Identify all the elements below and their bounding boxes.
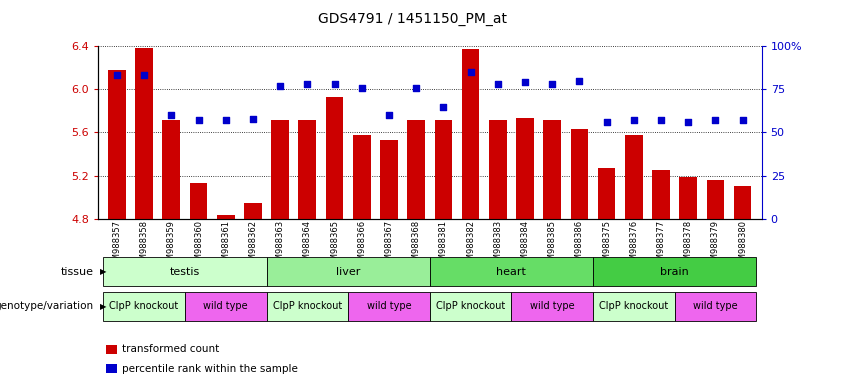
Point [437,104,450,110]
Text: wild type: wild type [530,301,574,311]
Bar [353,135,370,219]
Bar [652,170,670,219]
Point [110,73,123,79]
Bar [244,203,262,219]
Bar [516,118,534,219]
Text: percentile rank within the sample: percentile rank within the sample [122,364,298,374]
Point [273,83,287,89]
Bar [435,119,452,219]
Bar [543,119,561,219]
Point [137,73,151,79]
Point [600,119,614,125]
Text: wild type: wild type [367,301,411,311]
Point [545,81,559,87]
Point [627,118,641,124]
Bar [570,129,588,219]
Bar [380,140,397,219]
Point [736,118,750,124]
Text: ▶: ▶ [100,267,107,276]
Text: liver: liver [336,266,360,277]
Text: genotype/variation: genotype/variation [0,301,94,311]
Bar [706,180,724,219]
Bar [299,119,317,219]
Bar [108,70,126,219]
Bar [408,119,425,219]
Point [382,112,396,118]
Text: ClpP knockout: ClpP knockout [599,301,668,311]
Bar [326,97,344,219]
Bar [597,168,615,219]
Point [355,84,368,91]
Text: ▶: ▶ [100,302,107,311]
Text: wild type: wild type [203,301,248,311]
Text: GDS4791 / 1451150_PM_at: GDS4791 / 1451150_PM_at [318,12,507,25]
Point [518,79,532,85]
Point [464,69,477,75]
Text: heart: heart [496,266,526,277]
Point [191,118,205,124]
Text: testis: testis [170,266,200,277]
Bar [217,215,235,219]
Point [164,112,178,118]
Bar [271,119,289,219]
Point [328,81,341,87]
Bar [625,135,643,219]
Point [709,118,722,124]
Point [246,116,260,122]
Text: ClpP knockout: ClpP knockout [110,301,179,311]
Point [682,119,695,125]
Bar [190,183,208,219]
Text: tissue: tissue [60,266,94,277]
Bar [462,49,479,219]
Text: ClpP knockout: ClpP knockout [436,301,505,311]
Point [409,84,423,91]
Point [654,118,668,124]
Bar [734,187,751,219]
Point [219,118,232,124]
Point [491,81,505,87]
Text: ClpP knockout: ClpP knockout [272,301,342,311]
Text: transformed count: transformed count [122,344,219,354]
Bar [679,177,697,219]
Bar [163,119,180,219]
Bar [135,48,153,219]
Point [573,78,586,84]
Text: brain: brain [660,266,689,277]
Text: wild type: wild type [693,301,738,311]
Bar [489,119,506,219]
Point [300,81,314,87]
